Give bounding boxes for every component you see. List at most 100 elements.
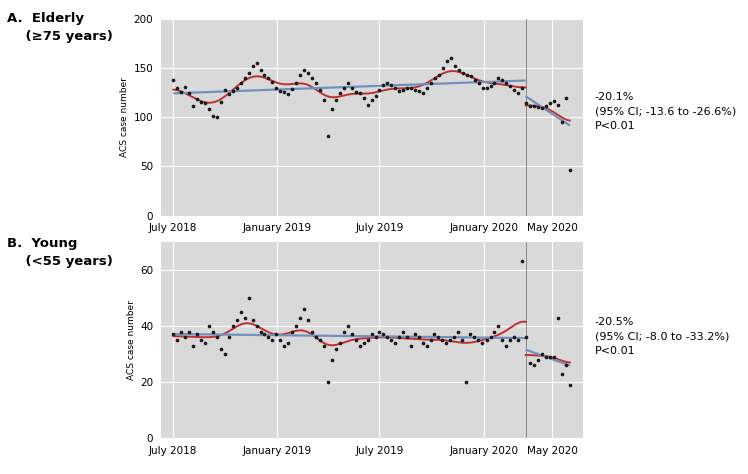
Point — [480, 337, 492, 344]
Point — [409, 331, 421, 338]
Point — [334, 89, 346, 97]
Point — [314, 86, 326, 93]
Point — [373, 328, 385, 336]
Point — [298, 305, 310, 313]
Point — [500, 342, 512, 349]
Point — [207, 112, 219, 120]
Point — [254, 66, 266, 74]
Point — [509, 86, 521, 93]
Point — [485, 82, 497, 90]
Point — [235, 79, 247, 87]
Point — [524, 359, 536, 366]
Point — [413, 334, 425, 341]
Point — [552, 101, 564, 109]
Point — [286, 328, 298, 336]
Point — [444, 337, 456, 344]
Point — [354, 89, 366, 97]
Point — [322, 378, 334, 386]
Point — [497, 337, 509, 344]
Point — [476, 339, 488, 346]
Point — [195, 337, 207, 344]
Point — [548, 97, 560, 104]
Point — [346, 84, 358, 91]
Point — [282, 339, 294, 346]
Point — [460, 378, 472, 386]
Point — [393, 334, 405, 341]
Point — [521, 99, 533, 106]
Point — [350, 337, 362, 344]
Point — [183, 89, 195, 97]
Point — [223, 90, 235, 98]
Point — [251, 59, 263, 67]
Point — [485, 334, 497, 341]
Point — [251, 322, 263, 330]
Point — [350, 88, 362, 96]
Point — [278, 88, 290, 96]
Point — [373, 86, 385, 93]
Point — [560, 94, 572, 101]
Point — [480, 84, 492, 91]
Point — [536, 350, 548, 358]
Point — [326, 356, 338, 364]
Point — [381, 334, 393, 341]
Point — [199, 99, 211, 106]
Point — [314, 337, 326, 344]
Point — [191, 95, 203, 102]
Point — [294, 314, 306, 321]
Point — [504, 337, 516, 344]
Point — [421, 342, 433, 349]
Point — [401, 84, 413, 91]
Point — [366, 96, 378, 103]
Point — [211, 334, 223, 341]
Point — [552, 314, 564, 321]
Point — [560, 362, 572, 369]
Point — [497, 76, 509, 84]
Point — [175, 328, 187, 336]
Point — [512, 337, 524, 344]
Point — [318, 96, 330, 103]
Point — [401, 334, 413, 341]
Point — [361, 101, 373, 109]
Point — [247, 63, 259, 70]
Text: A.  Elderly
    (≥75 years): A. Elderly (≥75 years) — [7, 12, 114, 43]
Y-axis label: ACS case number: ACS case number — [120, 77, 129, 157]
Point — [275, 87, 286, 94]
Point — [405, 84, 417, 91]
Point — [239, 314, 251, 321]
Point — [168, 76, 180, 84]
Point — [346, 331, 358, 338]
Point — [263, 334, 275, 341]
Point — [242, 294, 254, 302]
Point — [230, 317, 242, 324]
Point — [429, 74, 441, 82]
Point — [556, 118, 568, 126]
Point — [180, 83, 191, 91]
Point — [219, 350, 231, 358]
Point — [242, 69, 254, 77]
Point — [509, 334, 521, 341]
Point — [429, 331, 441, 338]
Point — [215, 345, 227, 352]
Point — [488, 79, 500, 87]
Point — [203, 322, 215, 330]
Point — [544, 99, 556, 106]
Point — [207, 328, 219, 336]
Text: -20.1%
(95% CI; -13.6 to -26.6%)
P<0.01: -20.1% (95% CI; -13.6 to -26.6%) P<0.01 — [595, 91, 736, 131]
Point — [211, 114, 223, 121]
Point — [397, 86, 409, 93]
Point — [219, 86, 231, 93]
Point — [322, 132, 334, 140]
Point — [417, 89, 429, 97]
Text: -20.5%
(95% CI; -8.0 to -33.2%)
P<0.01: -20.5% (95% CI; -8.0 to -33.2%) P<0.01 — [595, 317, 729, 356]
Point — [247, 317, 259, 324]
Point — [393, 87, 405, 94]
Point — [461, 71, 473, 79]
Point — [330, 345, 342, 352]
Point — [203, 106, 215, 113]
Point — [433, 71, 445, 79]
Point — [366, 331, 378, 338]
Point — [271, 331, 283, 338]
Point — [259, 71, 271, 79]
Point — [472, 337, 484, 344]
Point — [421, 84, 433, 91]
